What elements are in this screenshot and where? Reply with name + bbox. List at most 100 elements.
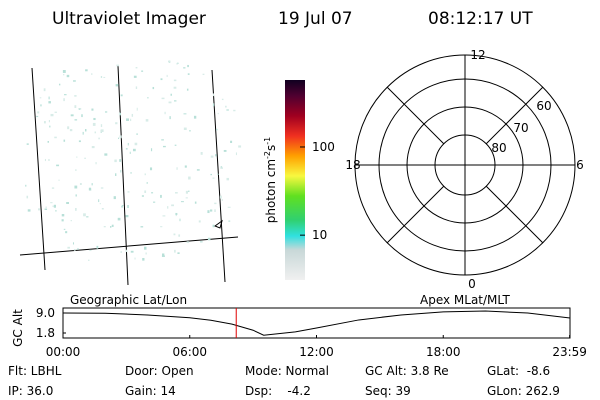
speckle [127,191,130,193]
lat-lon-grid [19,65,239,286]
colorbar-label: photon cm-2s-1 [263,137,278,224]
speckle [119,135,122,139]
speckle [36,115,39,118]
speckle [141,195,144,197]
speckle [161,139,164,141]
speckle [173,233,176,236]
speckle [126,118,129,121]
speckle [54,136,57,139]
polar-plot: 12 6 0 18 60 70 80 [345,48,583,291]
speckle [66,74,70,78]
speckle [62,70,66,73]
speckle [114,159,117,163]
speckle [117,217,121,221]
speckle [127,205,129,208]
speckle [27,209,31,212]
info-field: IP: 36.0 [8,384,53,398]
speckle [220,167,224,169]
altitude-line [62,310,571,336]
speckle [219,195,222,199]
date: 19 Jul 07 [278,9,353,29]
speckle [58,83,61,86]
speckle [162,215,166,217]
speckle [110,226,112,228]
speckle [43,88,46,92]
speckle [136,133,138,135]
speckle [176,62,178,65]
speckle [169,116,171,120]
info-field: GLat: -8.6 [487,364,550,378]
speckle [184,165,187,168]
speckle [214,209,216,212]
speckle [120,94,123,97]
speckle [49,125,51,128]
lat-label: 80 [491,141,506,155]
speckle [63,228,66,230]
speckle [134,142,138,146]
speckle [75,194,77,197]
speckle [58,179,60,181]
speckle [135,86,138,90]
speckle [185,197,188,199]
speckle [63,74,65,76]
speckle [168,60,170,63]
speckle [176,167,178,170]
speckle [127,142,129,146]
plot-label: Geographic Lat/Lon [70,293,187,307]
speckle [39,97,42,99]
speckle [187,73,190,75]
speckle [170,93,172,96]
info-field: Door: Open [125,364,194,378]
y-tick-label: 9.0 [36,306,55,320]
speckle [214,202,217,205]
x-tick-label: 18:00 [426,345,461,359]
speckle [193,115,197,119]
speckle [91,183,93,186]
speckle [168,101,172,104]
speckle [100,187,104,189]
info-field: Gain: 14 [125,384,176,398]
speckle [121,205,123,208]
speckle [221,198,223,201]
speckle [164,111,166,115]
speckle [183,127,187,130]
speckle [91,73,93,75]
speckle [153,201,156,203]
speckle [77,248,79,250]
speckle [174,100,177,102]
speckle [235,152,237,156]
speckle [173,86,177,89]
speckle [194,201,197,204]
speckle [207,237,211,241]
speckle [72,242,74,245]
speckle [85,69,88,72]
speckle [78,140,81,143]
speckle [200,241,203,243]
speckle [217,173,219,176]
speckle [61,214,65,217]
x-tick-label: 06:00 [172,345,207,359]
info-field: Dsp: -4.2 [245,384,311,398]
speckle [144,173,146,176]
speckle [141,70,144,72]
speckle [95,162,97,165]
speckle [226,109,229,111]
speckle [91,146,95,149]
speckle [66,202,70,204]
x-tick-label: 23:59 [552,345,587,359]
speckle [61,219,64,222]
speckle [196,169,200,171]
info-field: GLon: 262.9 [487,384,560,398]
hour-label: 12 [470,48,485,62]
speckle [134,257,136,260]
speckle [160,78,163,81]
info-field: Mode: Normal [245,364,329,378]
speckle [56,164,60,167]
speckle [118,112,120,116]
speckle [103,226,106,228]
speckle [53,204,56,208]
speckle [220,166,223,169]
speckle [37,111,40,114]
speckle [84,129,87,132]
speckle [67,246,70,249]
